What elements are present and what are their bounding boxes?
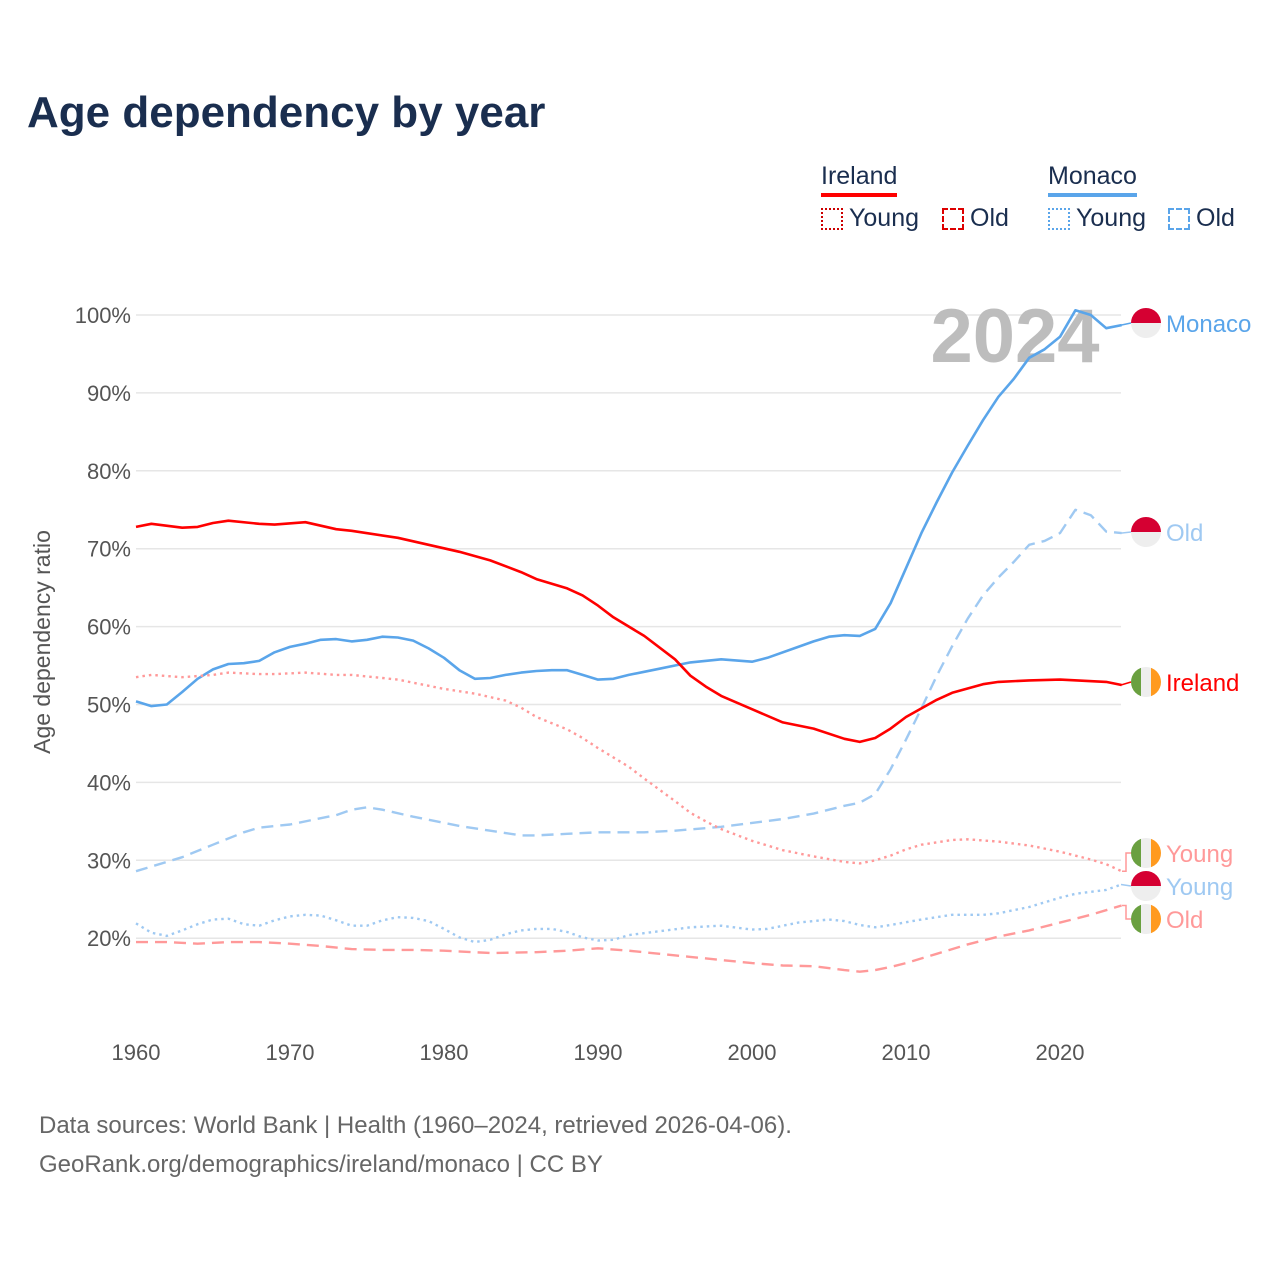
y-tick-label: 100% — [75, 303, 131, 328]
label-connector — [1122, 904, 1131, 920]
data-source-text: Data sources: World Bank | Health (1960–… — [39, 1112, 792, 1139]
y-tick-label: 90% — [87, 381, 131, 406]
legend-label: Young — [849, 204, 919, 232]
legend-monaco-header[interactable]: Monaco — [1048, 162, 1137, 197]
x-tick-label: 2000 — [728, 1040, 777, 1065]
end-label: Ireland — [1166, 670, 1239, 697]
series-line-ireland-young[interactable] — [135, 671, 1123, 873]
y-tick-label: 30% — [87, 848, 131, 873]
legend-label: Old — [1196, 204, 1235, 232]
series-line-monaco[interactable] — [135, 308, 1122, 708]
series-line-monaco-young[interactable] — [135, 883, 1123, 944]
y-tick-label: 70% — [87, 537, 131, 562]
x-tick-label: 2020 — [1036, 1040, 1085, 1065]
monaco-flag-icon — [1131, 517, 1161, 547]
end-label: Monaco — [1166, 311, 1251, 338]
year-watermark: 2024 — [930, 294, 1099, 379]
dashed-line-swatch-icon — [942, 207, 964, 230]
legend-ireland-old[interactable]: Old — [942, 204, 1009, 233]
monaco-flag-icon — [1131, 871, 1161, 901]
series-line-ireland[interactable] — [135, 519, 1122, 744]
end-label: Old — [1166, 520, 1203, 547]
x-tick-label: 1980 — [420, 1040, 469, 1065]
ireland-flag-icon — [1131, 838, 1161, 868]
series-line-monaco-old[interactable] — [135, 508, 1122, 873]
x-tick-label: 2010 — [882, 1040, 931, 1065]
ireland-flag-icon — [1131, 904, 1161, 934]
x-tick-label: 1990 — [574, 1040, 623, 1065]
y-tick-label: 20% — [87, 926, 131, 951]
end-label: Old — [1166, 907, 1203, 934]
source-link[interactable]: GeoRank.org/demographics/ireland/monaco … — [39, 1151, 603, 1178]
y-tick-label: 50% — [87, 693, 131, 718]
legend-label: Young — [1076, 204, 1146, 232]
y-tick-label: 40% — [87, 770, 131, 795]
legend-monaco-young[interactable]: Young — [1048, 204, 1146, 233]
label-connector — [1120, 322, 1132, 326]
end-label: Young — [1166, 841, 1233, 868]
label-connector — [1122, 852, 1131, 872]
chart-title: Age dependency by year — [27, 88, 546, 137]
legend-ireland-header[interactable]: Ireland — [821, 162, 898, 197]
y-tick-label: 60% — [87, 615, 131, 640]
x-tick-label: 1970 — [266, 1040, 315, 1065]
dotted-line-swatch-icon — [821, 207, 843, 230]
label-connector — [1120, 681, 1132, 686]
ireland-flag-icon — [1131, 667, 1161, 697]
end-label: Young — [1166, 874, 1233, 901]
legend-ireland-young[interactable]: Young — [821, 204, 919, 233]
y-tick-label: 80% — [87, 459, 131, 484]
monaco-flag-icon — [1131, 308, 1161, 338]
legend-label: Old — [970, 204, 1009, 232]
series-line-ireland-old[interactable] — [136, 904, 1122, 973]
x-tick-label: 1960 — [112, 1040, 161, 1065]
label-connector — [1120, 883, 1132, 887]
dashed-line-swatch-icon — [1168, 207, 1190, 230]
legend-monaco-old[interactable]: Old — [1168, 204, 1235, 233]
dotted-line-swatch-icon — [1048, 207, 1070, 230]
label-connector — [1120, 531, 1132, 534]
footer: Data sources: World Bank | Health (1960–… — [39, 1106, 792, 1184]
y-axis-label: Age dependency ratio — [29, 530, 55, 754]
